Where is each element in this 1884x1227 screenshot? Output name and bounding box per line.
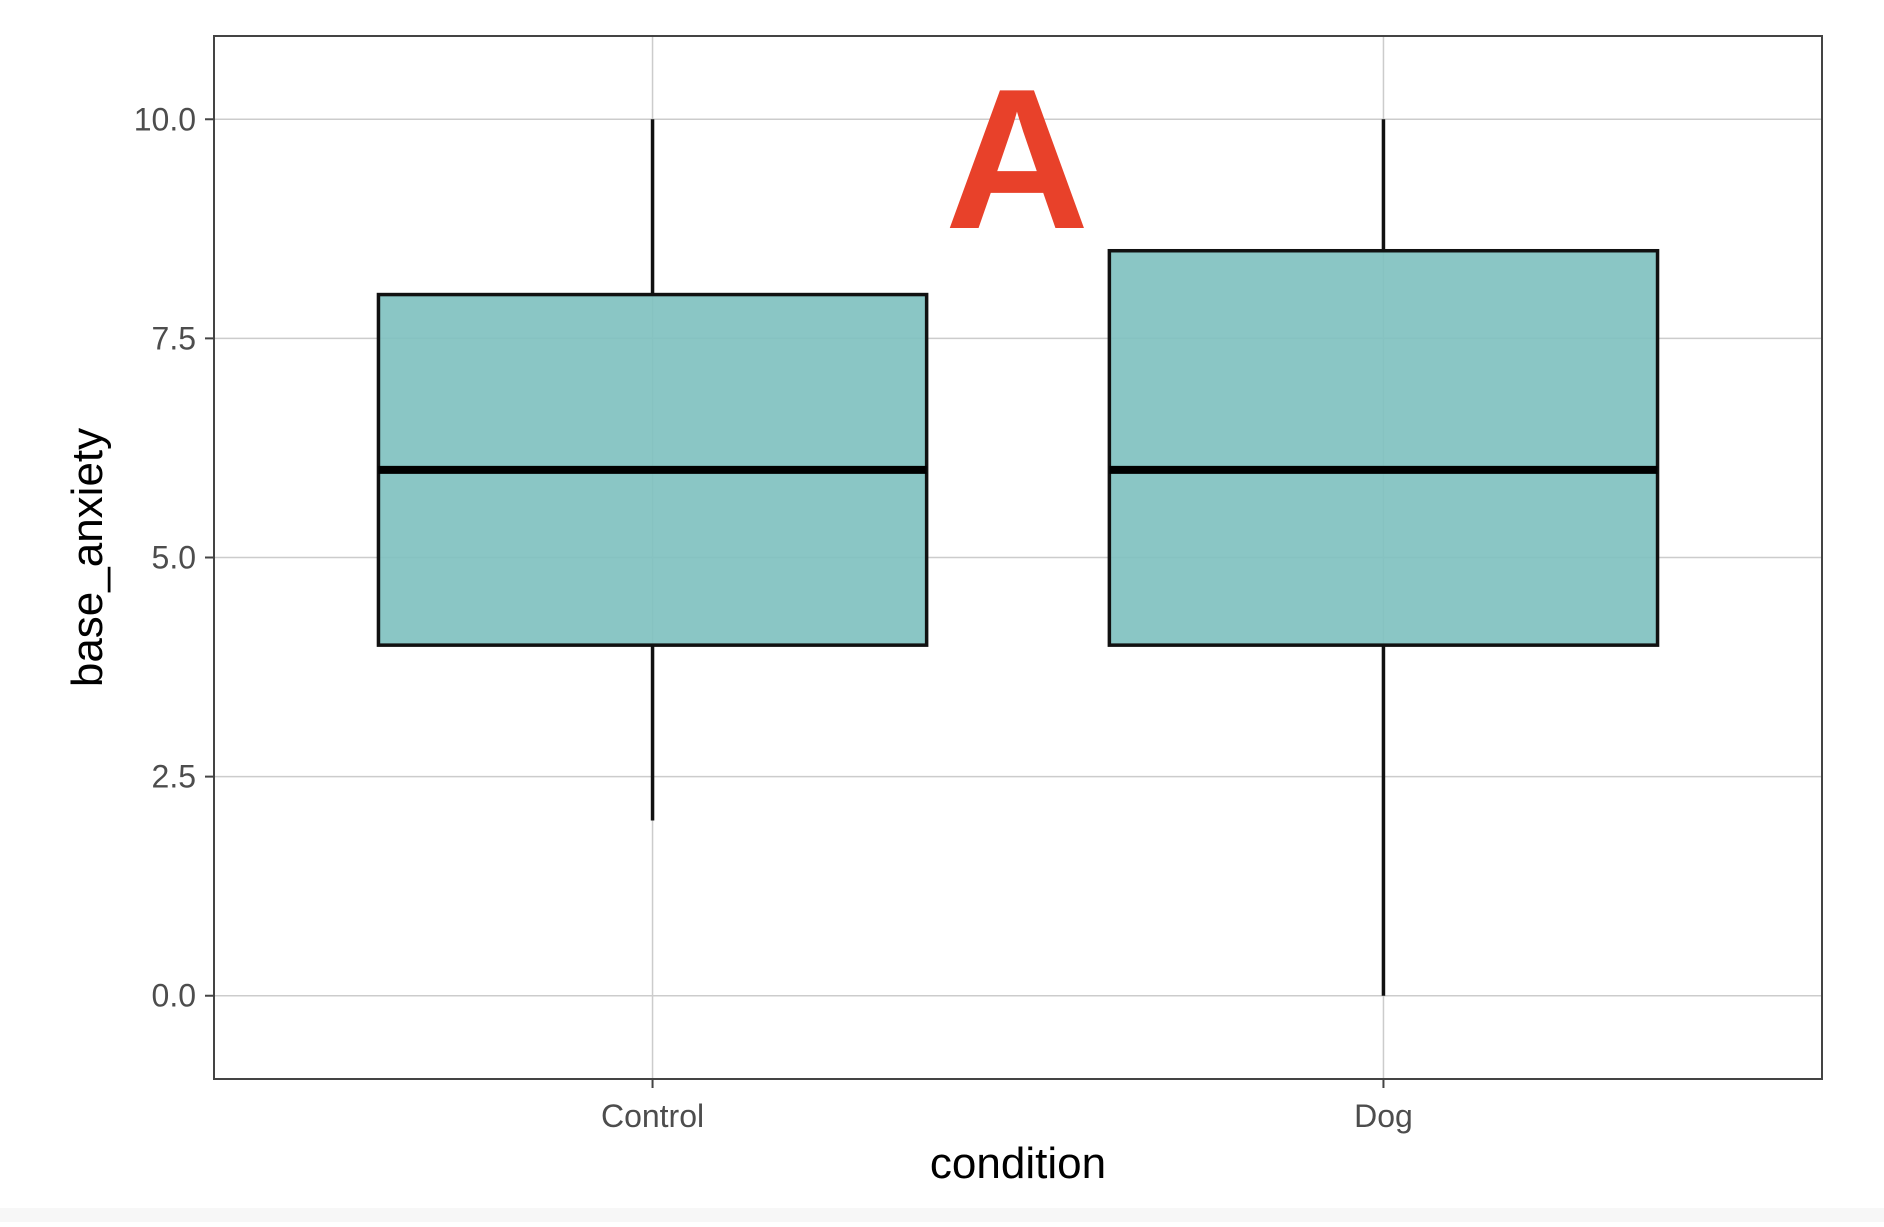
x-axis-title: condition bbox=[930, 1139, 1106, 1188]
panel-annotation-label: A bbox=[945, 48, 1089, 271]
y-tick-label: 10.0 bbox=[134, 101, 196, 137]
y-axis-title: base_anxiety bbox=[63, 428, 112, 687]
iqr-box bbox=[1107, 248, 1660, 647]
bottom-edge-strip bbox=[0, 1208, 1884, 1222]
y-tick-label: 5.0 bbox=[152, 540, 196, 576]
box-control bbox=[376, 119, 929, 821]
x-tick-label: Dog bbox=[1354, 1098, 1413, 1134]
box-dog bbox=[1107, 119, 1660, 996]
x-tick-label: Control bbox=[601, 1098, 704, 1134]
y-tick-label: 7.5 bbox=[152, 320, 196, 356]
y-tick-label: 2.5 bbox=[152, 759, 196, 795]
boxplot-series bbox=[376, 119, 1660, 996]
y-tick-label: 0.0 bbox=[152, 978, 196, 1014]
axis-ticks: 0.0 2.5 5.0 7.5 10.0 Control Dog bbox=[134, 101, 1413, 1134]
